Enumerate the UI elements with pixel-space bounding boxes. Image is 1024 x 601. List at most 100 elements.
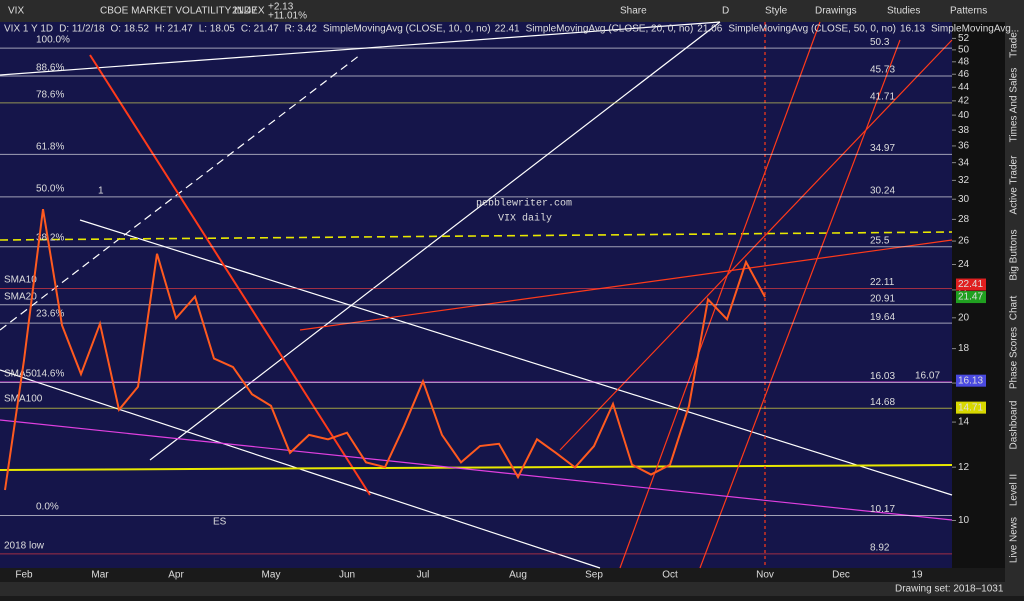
y-tick-label: 20	[958, 312, 970, 323]
y-tick-label: 10	[958, 515, 970, 526]
level-label: 14.68	[870, 397, 895, 408]
chart-bg	[0, 22, 952, 568]
level-label: 30.24	[870, 186, 895, 197]
level-label: 34.97	[870, 143, 895, 154]
y-tick-label: 40	[958, 110, 970, 121]
y-tick-label: 46	[958, 69, 970, 80]
annotation: ES	[213, 517, 227, 528]
change: +2.13	[268, 2, 294, 13]
last-price: 21.47	[232, 6, 257, 17]
fib-label: 88.6%	[36, 63, 64, 74]
toolbar-button[interactable]: Patterns	[950, 6, 987, 17]
x-tick-label: Dec	[832, 570, 850, 581]
fib-label: 14.6%	[36, 369, 64, 380]
drawings	[0, 21, 953, 569]
level-label: 20.91	[870, 293, 895, 304]
annotation: 1	[98, 186, 104, 197]
trendline	[699, 39, 901, 569]
price-tag-label: 21.47	[958, 292, 983, 303]
sidebar-tab[interactable]: Times And Sales	[1009, 68, 1020, 143]
trendline	[619, 21, 821, 569]
y-tick-label: 42	[958, 95, 970, 106]
trendline	[0, 419, 953, 521]
toolbar-button[interactable]: Style	[765, 6, 788, 17]
sidebar-tab[interactable]: Dashboard	[1009, 401, 1020, 450]
level-label: 41.71	[870, 92, 895, 103]
description: CBOE MARKET VOLATILITY INDEX	[100, 6, 265, 17]
study-name: SimpleMovingAvg...	[931, 24, 1019, 35]
y-tick-label: 44	[958, 82, 970, 93]
fib-label: 23.6%	[36, 309, 64, 320]
price-tag-label: 16.13	[958, 375, 983, 386]
price-tag-label: 22.41	[958, 279, 983, 290]
header-item: L: 18.05	[199, 24, 236, 35]
x-tick-label: Jun	[339, 570, 355, 581]
sidebar-tab[interactable]: Phase Scores	[1009, 327, 1020, 389]
level-label: 19.64	[870, 312, 895, 323]
header-item: R: 3.42	[285, 24, 318, 35]
price-tag	[956, 401, 986, 414]
price-tag	[956, 278, 986, 291]
level-label: 25.5	[870, 235, 890, 246]
sidebar-tab[interactable]: Big Buttons	[1009, 229, 1020, 280]
toolbar-bg	[0, 0, 1024, 22]
annotation: 2018 low	[4, 541, 45, 552]
price-tag-label: 14.71	[958, 402, 983, 413]
fib-label: 0.0%	[36, 502, 59, 513]
sidebar-tab[interactable]: Level II	[1009, 474, 1020, 506]
sma-label: SMA10	[4, 275, 37, 286]
fib-label: 50.0%	[36, 184, 64, 195]
trendline	[149, 21, 721, 461]
y-tick-label: 14	[958, 417, 970, 428]
trendline	[299, 239, 953, 331]
toolbar-button[interactable]: D	[722, 6, 729, 17]
study-value: 16.13	[900, 24, 925, 35]
y-tick-label: 50	[958, 45, 970, 56]
x-tick-label: May	[262, 570, 281, 581]
sidebar-tab[interactable]: Live News	[1009, 517, 1020, 563]
header-item: VIX 1 Y 1D	[4, 24, 53, 35]
y-tick-label: 24	[958, 259, 970, 270]
price-line	[4, 208, 766, 491]
x-tick-label: 19	[911, 570, 923, 581]
level-label: 50.3	[870, 37, 890, 48]
y-tick-label: 28	[958, 214, 970, 225]
sidebar-tab[interactable]: Chart	[1009, 296, 1020, 321]
x-tick-label: Apr	[168, 570, 184, 581]
header-item: O: 18.52	[111, 24, 150, 35]
trendline	[0, 464, 953, 471]
sidebar-tab[interactable]: Active Trader	[1009, 155, 1020, 215]
study-name: SimpleMovingAvg (CLOSE, 20, 0, no)	[526, 24, 694, 35]
level-label: 45.73	[870, 65, 895, 76]
y-tick-label: 34	[958, 157, 970, 168]
study-name: SimpleMovingAvg (CLOSE, 10, 0, no)	[323, 24, 491, 35]
annotation: VIX daily	[498, 213, 552, 225]
level-label: 10.17	[870, 504, 895, 515]
level-label: 22.11	[870, 277, 895, 288]
y-tick-label: 48	[958, 56, 970, 67]
sidebar-bg	[1005, 0, 1024, 596]
sidebar-tab[interactable]: Trade	[1009, 32, 1020, 58]
x-tick-label: Aug	[509, 570, 527, 581]
toolbar-button[interactable]: Drawings	[815, 6, 857, 17]
price-tag	[956, 374, 986, 387]
fib-label: 78.6%	[36, 90, 64, 101]
x-tick-label: Sep	[585, 570, 603, 581]
toolbar-button[interactable]: Share	[620, 6, 647, 17]
y-tick-label: 52	[958, 33, 970, 44]
y-tick-label: 38	[958, 125, 970, 136]
study-value: 21.06	[697, 24, 722, 35]
y-tick-label: 18	[958, 343, 970, 354]
study-name: SimpleMovingAvg (CLOSE, 50, 0, no)	[728, 24, 896, 35]
fib-label: 61.8%	[36, 142, 64, 153]
y-tick-label: 36	[958, 141, 970, 152]
footer-bg	[0, 582, 1005, 596]
y-tick-label: 12	[958, 462, 970, 473]
toolbar-button[interactable]: Studies	[887, 6, 920, 17]
trendline	[89, 54, 371, 496]
symbol: VIX	[8, 6, 24, 17]
drawing-set: Drawing set: 2018–1031	[895, 584, 1004, 595]
header-item: H: 21.47	[155, 24, 193, 35]
